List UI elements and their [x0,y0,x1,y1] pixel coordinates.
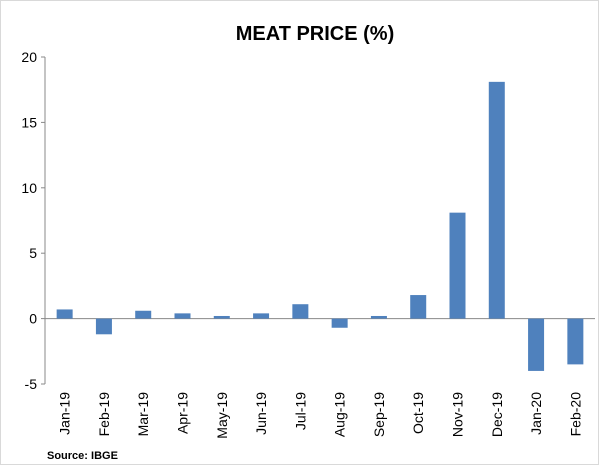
x-tick-label: Jul-19 [292,392,308,430]
y-tick-label: 5 [29,245,37,261]
y-tick-label: -5 [25,376,38,392]
x-tick-label: Jun-19 [253,392,269,435]
x-tick-label: Apr-19 [175,392,191,434]
bar [213,315,230,319]
bar [56,309,73,319]
bar [331,318,348,328]
chart-title: MEAT PRICE (%) [236,23,395,45]
bar [449,212,466,319]
x-tick-label: Feb-20 [567,392,583,437]
x-tick-label: Jan-20 [528,392,544,435]
x-tick-label: Sep-19 [371,392,387,437]
x-tick-label: Nov-19 [450,392,466,437]
x-tick-label: Feb-19 [96,392,112,437]
x-tick-label: May-19 [214,392,230,439]
x-tick-label: Oct-19 [410,392,426,434]
y-tick-label: 10 [21,180,37,196]
bar [174,313,191,319]
x-tick-label: Aug-19 [332,392,348,437]
source-note: Source: IBGE [47,450,118,462]
bar [410,295,427,319]
bar [253,313,270,319]
bar [528,318,545,371]
bar [292,304,309,319]
bar [488,81,505,319]
bar [95,318,112,335]
bar [370,315,387,319]
y-tick-label: 15 [21,114,37,130]
x-tick-label: Dec-19 [489,392,505,437]
bar [135,310,152,319]
y-tick-label: 20 [21,49,37,65]
y-tick-label: 0 [29,311,37,327]
bar [567,318,584,365]
x-tick-label: Jan-19 [57,392,73,435]
x-tick-label: Mar-19 [135,392,151,437]
